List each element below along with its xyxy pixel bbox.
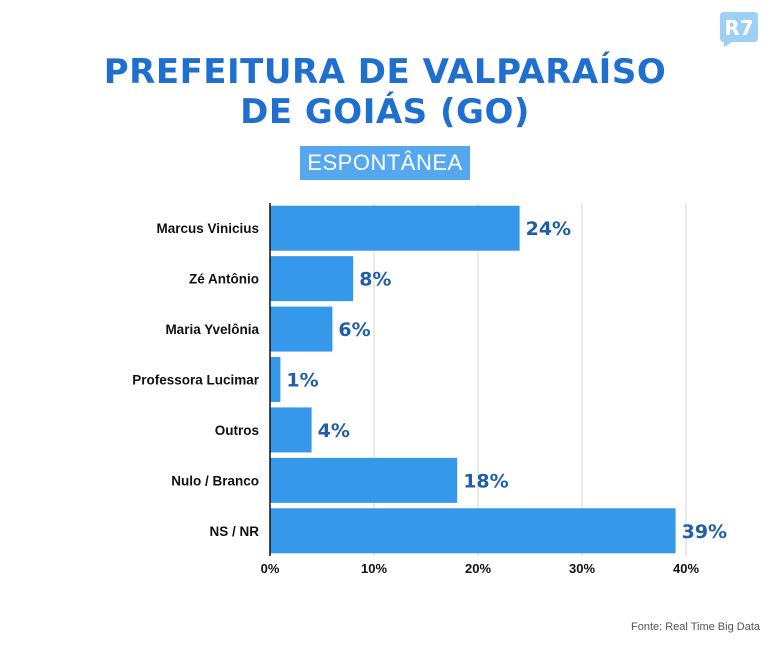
bar-5 xyxy=(270,457,458,503)
category-label-6: NS / NR xyxy=(209,524,259,539)
value-label-2: 6% xyxy=(338,319,370,341)
bar-1 xyxy=(270,256,354,302)
bar-3 xyxy=(270,357,281,402)
chart-title: PREFEITURA DE VALPARAÍSO DE GOIÁS (GO) xyxy=(0,52,770,132)
source-note: Fonte: Real Time Big Data xyxy=(630,621,760,633)
category-label-2: Maria Yvelônia xyxy=(165,322,259,337)
value-label-6: 39% xyxy=(682,521,727,543)
value-label-3: 1% xyxy=(286,370,318,392)
subtitle-badge: ESPONTÂNEA xyxy=(300,146,470,180)
x-tick-label-10: 10% xyxy=(361,561,387,576)
value-label-0: 24% xyxy=(526,218,571,240)
value-label-5: 18% xyxy=(463,470,508,492)
category-label-3: Professora Lucimar xyxy=(132,373,260,388)
category-label-4: Outros xyxy=(215,423,259,438)
bar-0 xyxy=(270,205,520,251)
x-tick-label-20: 20% xyxy=(465,561,491,576)
r7-logo: R7 xyxy=(720,12,758,47)
bar-4 xyxy=(270,407,312,453)
category-label-1: Zé Antônio xyxy=(189,272,259,287)
title-line-1: PREFEITURA DE VALPARAÍSO xyxy=(103,52,667,92)
logo-text: R7 xyxy=(724,16,753,40)
title-line-2: DE GOIÁS (GO) xyxy=(240,92,530,132)
value-label-1: 8% xyxy=(359,269,391,291)
category-label-0: Marcus Vinicius xyxy=(156,221,259,236)
value-label-4: 4% xyxy=(318,420,350,442)
category-label-5: Nulo / Branco xyxy=(171,473,259,488)
bar-6 xyxy=(270,508,676,554)
x-tick-label-0: 0% xyxy=(261,561,280,576)
x-tick-label-40: 40% xyxy=(673,561,699,576)
x-tick-label-30: 30% xyxy=(569,561,595,576)
bar-2 xyxy=(270,306,333,352)
